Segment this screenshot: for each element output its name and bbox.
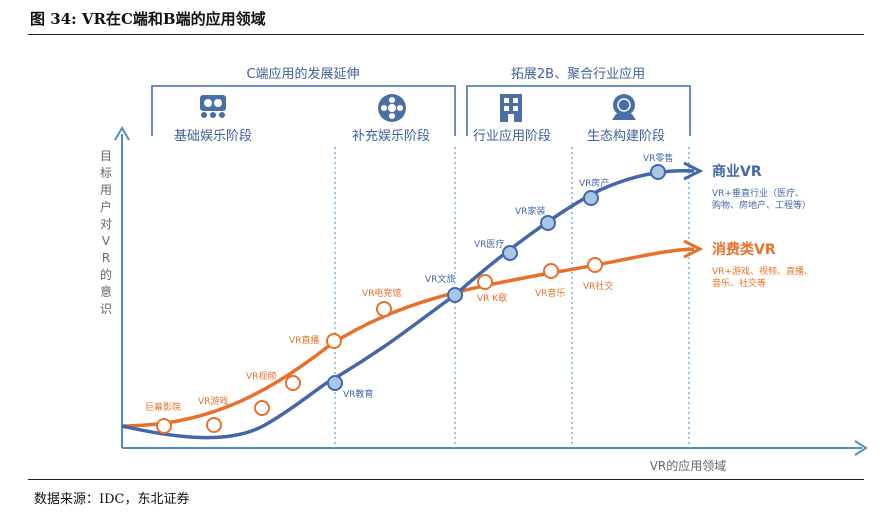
point-vr-medical [502, 245, 518, 261]
film-reel-icon [378, 94, 406, 122]
x-axis-label: VR的应用领域 [650, 458, 727, 473]
bottom-rule [28, 479, 864, 480]
point-vr-realestate [583, 190, 599, 206]
y-axis-label-char: 标 [100, 166, 112, 180]
point-giant-screen [156, 418, 172, 434]
point-vr-karaoke-left [376, 301, 392, 317]
label-vr-culture-tourism: VR文旅 [425, 273, 455, 285]
series-consumer-desc-2: 音乐、社交等 [712, 277, 766, 289]
globe-ecosystem-icon [612, 94, 636, 120]
y-axis-label-char: 户 [100, 199, 112, 214]
source-note: 数据来源：IDC，东北证券 [34, 492, 190, 507]
label-vr-education: VR教育 [343, 388, 373, 400]
series-business-desc-1: VR+垂直行业（医疗、 [712, 187, 804, 199]
y-axis-label-char: 识 [100, 302, 112, 316]
y-axis [114, 126, 130, 448]
business-vr-points [327, 164, 666, 391]
series-business-name: 商业VR [712, 163, 762, 180]
label-vr-music: VR音乐 [535, 287, 565, 299]
top-rule [28, 34, 864, 35]
x-axis [122, 440, 868, 456]
stage-label-2: 补充娱乐阶段 [352, 128, 430, 144]
top-group-c-bracket [151, 85, 456, 136]
label-vr-live: VR直播 [289, 334, 319, 346]
label-vr-game: VR游戏 [198, 395, 228, 407]
label-vr-realestate: VR房产 [579, 177, 609, 189]
label-vr-decoration: VR家装 [515, 205, 545, 217]
y-axis-label-char: V [102, 234, 111, 248]
top-group-b-bracket [466, 85, 691, 136]
point-vr-video [254, 400, 270, 416]
stage-label-3: 行业应用阶段 [473, 128, 551, 144]
business-vr-curve [121, 169, 695, 440]
y-axis-label-char: 目 [100, 149, 112, 163]
y-axis-label-char: 的 [100, 267, 112, 282]
y-axis-label-char: 对 [100, 217, 112, 231]
point-vr-esports [326, 333, 342, 349]
point-vr-live [285, 375, 301, 391]
label-vr-social: VR社交 [583, 280, 613, 292]
point-vr-education [327, 375, 343, 391]
series-consumer-desc-1: VR+游戏、视频、直播、 [712, 265, 813, 277]
y-axis-label-char: R [102, 251, 110, 265]
top-group-c-label: C端应用的发展延伸 [246, 66, 359, 82]
top-group-b-label: 拓展2B、聚合行业应用 [511, 66, 645, 82]
series-consumer-name: 消费类VR [712, 241, 776, 258]
point-vr-retail [650, 164, 666, 180]
label-vr-esports: VR电竞馆 [362, 287, 401, 299]
label-giant-screen: 巨幕影院 [145, 401, 181, 413]
vr-headset-icon [200, 95, 226, 118]
building-icon [500, 94, 522, 122]
figure-title: 图 34: VR在C端和B端的应用领域 [30, 10, 266, 28]
point-vr-culture-tourism [447, 287, 463, 303]
point-vr-game [206, 417, 222, 433]
consumer-vr-arrow [683, 239, 704, 259]
y-axis-label-char: 意 [100, 284, 112, 299]
point-vr-decoration [540, 215, 556, 231]
label-vr-medical: VR医疗 [474, 238, 504, 250]
stage-label-4: 生态构建阶段 [587, 129, 665, 144]
point-vr-karaoke [477, 274, 493, 290]
label-vr-retail: VR零售 [643, 152, 673, 164]
consumer-vr-points [156, 257, 603, 434]
series-business-desc-2: 购物、房地产、工程等） [712, 199, 811, 211]
business-vr-arrow [683, 161, 704, 181]
label-vr-video: VR视频 [246, 370, 276, 382]
stage-label-1: 基础娱乐阶段 [174, 129, 252, 144]
point-vr-social [587, 257, 603, 273]
consumer-vr-curve [121, 247, 695, 428]
y-axis-label-char: 用 [100, 183, 112, 197]
point-vr-music [543, 263, 559, 279]
label-vr-karaoke: VR K歌 [477, 292, 507, 304]
